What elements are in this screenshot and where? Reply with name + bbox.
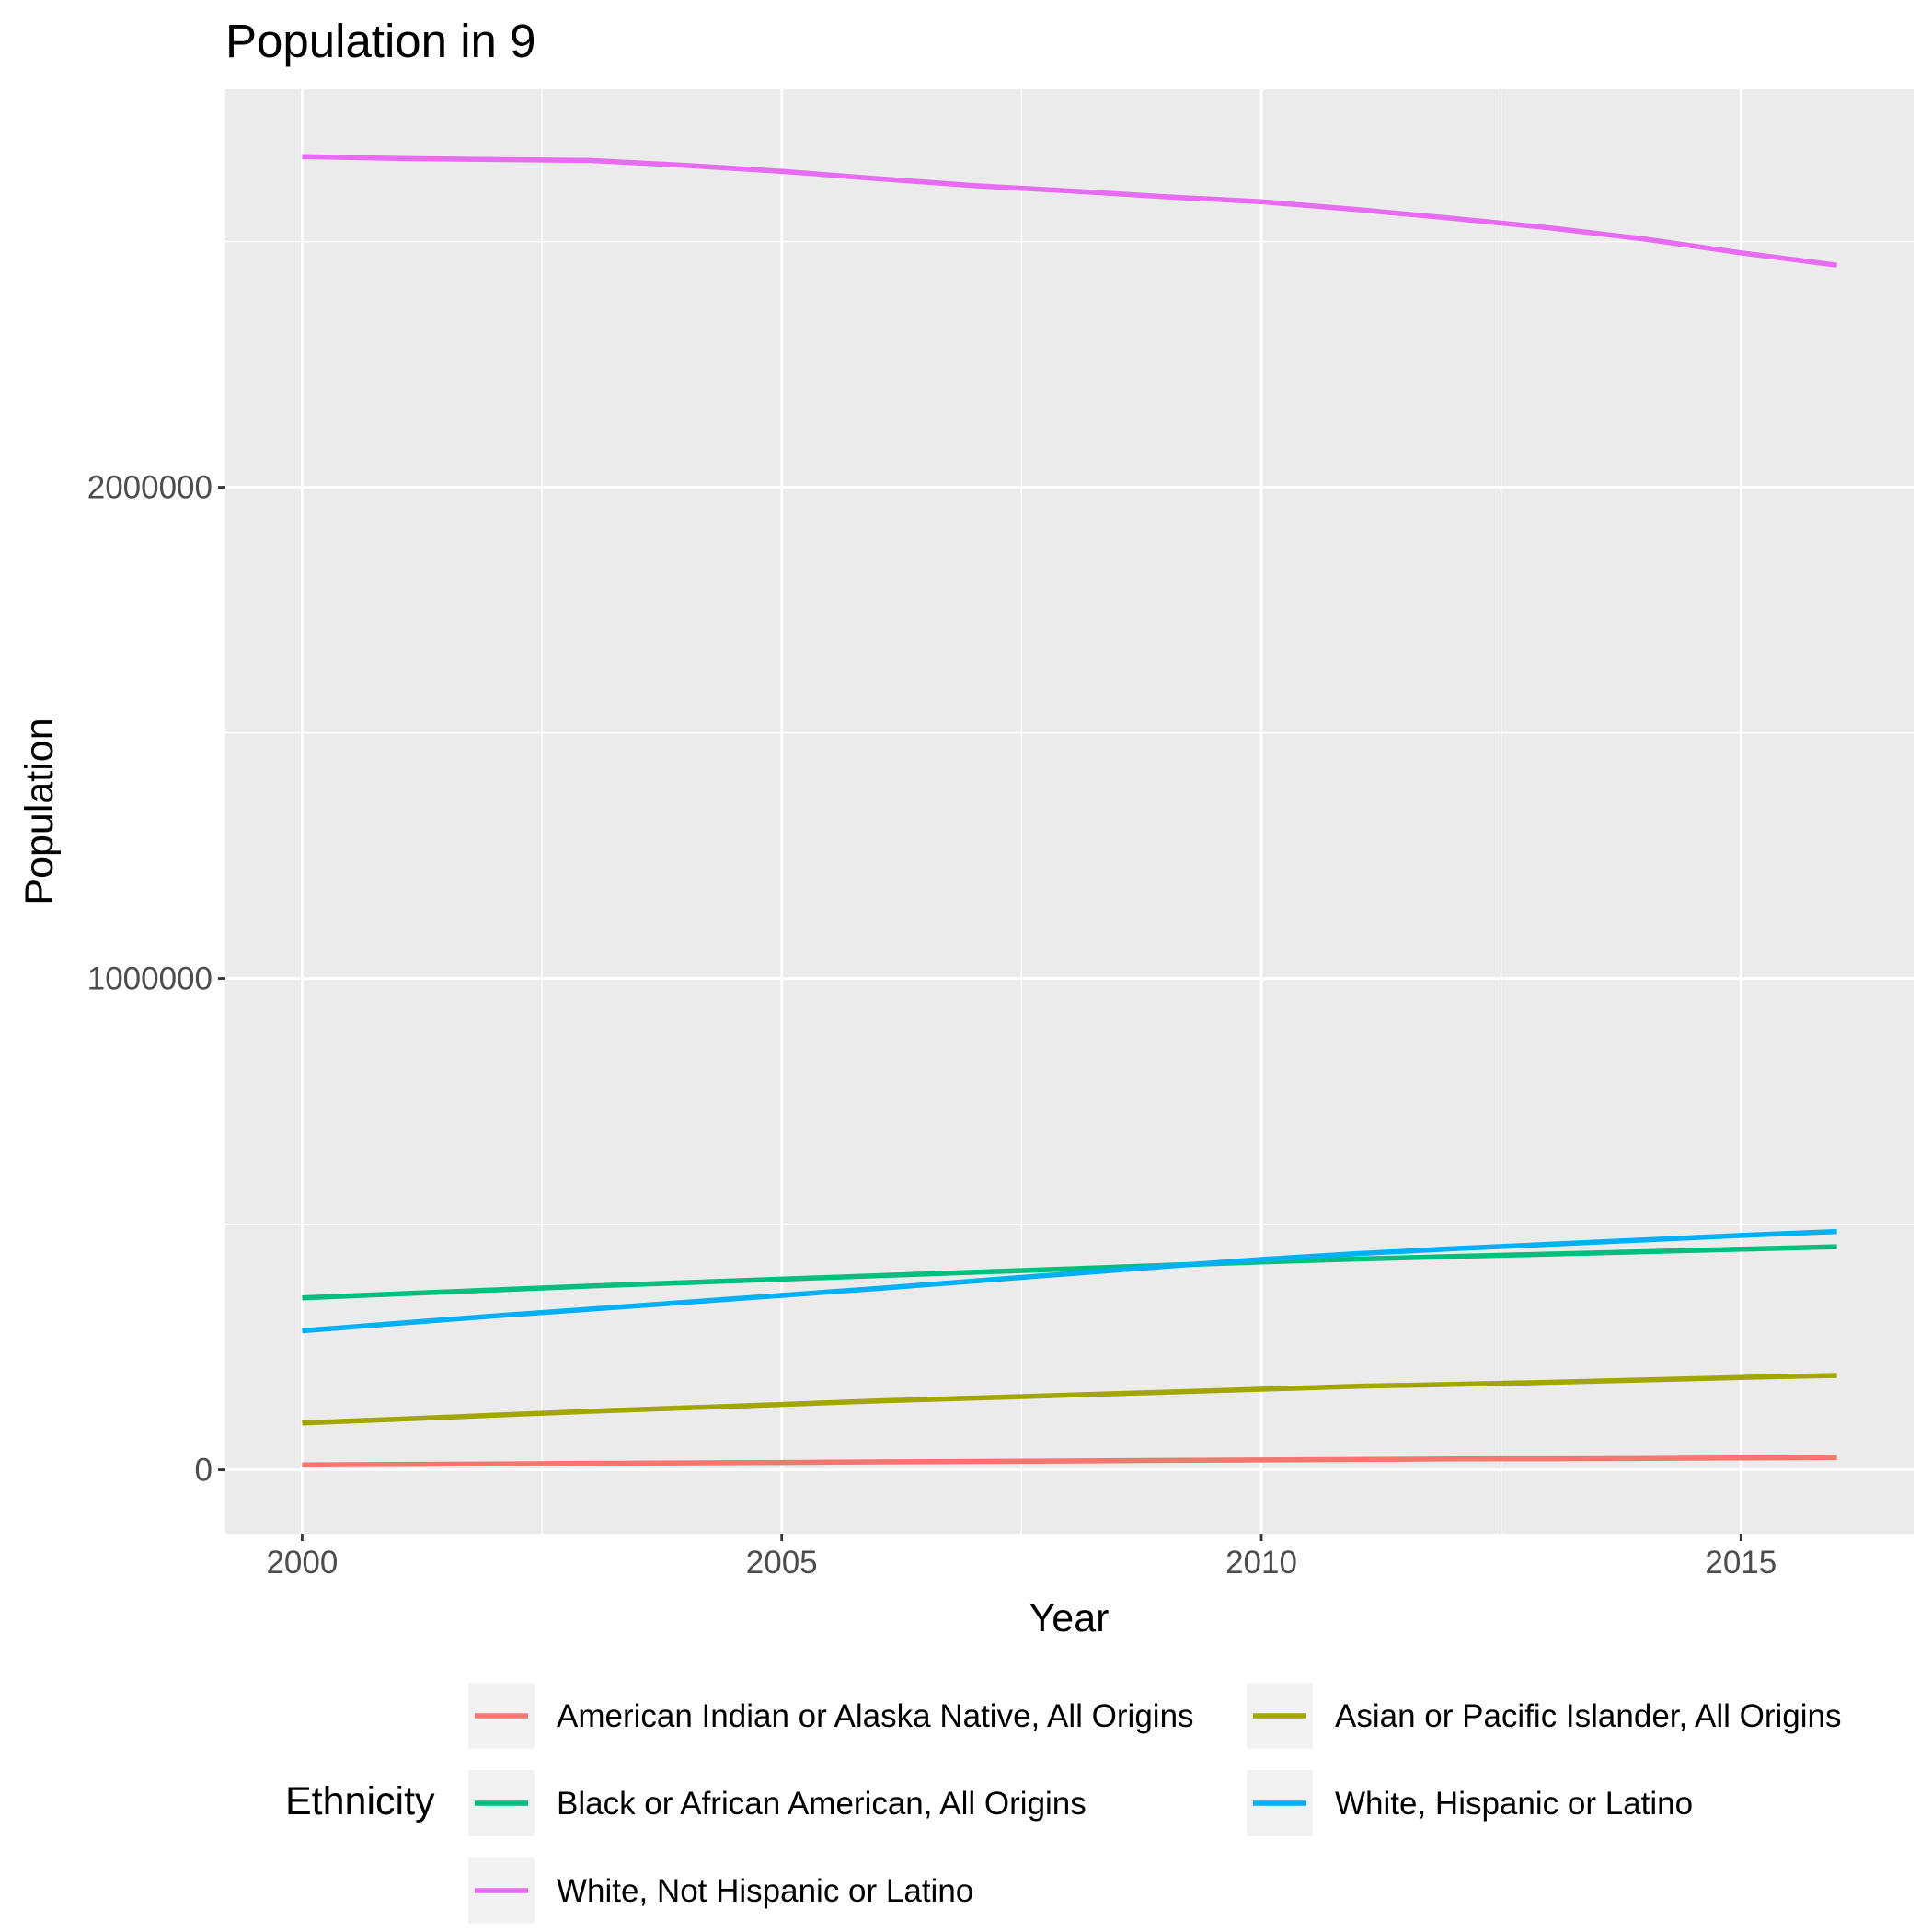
- legend-label: Black or African American, All Origins: [557, 1786, 1087, 1822]
- y-axis: 0 1000000 2000000: [87, 470, 225, 1489]
- y-tick-label: 2000000: [87, 470, 213, 506]
- legend: Ethnicity American Indian or Alaska Nati…: [285, 1683, 1842, 1924]
- x-tick-label: 2015: [1705, 1545, 1777, 1581]
- major-gridlines: [225, 89, 1914, 1534]
- x-tick-label: 2010: [1225, 1545, 1297, 1581]
- series-line: [302, 1228, 1837, 1334]
- y-axis-title: Population: [17, 718, 62, 904]
- minor-gridlines: [225, 89, 1914, 1534]
- series-line: [302, 1373, 1837, 1426]
- x-axis-title: Year: [1029, 1596, 1110, 1640]
- x-axis: 2000 2005 2010 2015: [266, 1534, 1777, 1581]
- y-tick-label: 0: [195, 1453, 213, 1489]
- x-tick-label: 2000: [266, 1545, 338, 1581]
- y-tick-label: 1000000: [87, 961, 213, 997]
- plot-panel: [225, 89, 1914, 1534]
- legend-label: White, Hispanic or Latino: [1335, 1786, 1693, 1822]
- series-line: [302, 1455, 1837, 1467]
- chart-title: Population in 9: [225, 15, 535, 67]
- series-lines: [302, 154, 1837, 1467]
- legend-label: White, Not Hispanic or Latino: [557, 1873, 973, 1909]
- legend-title: Ethnicity: [285, 1779, 435, 1823]
- series-line: [302, 154, 1837, 268]
- series-line: [302, 1244, 1837, 1301]
- x-tick-label: 2005: [746, 1545, 818, 1581]
- legend-label: American Indian or Alaska Native, All Or…: [557, 1698, 1194, 1734]
- legend-label: Asian or Pacific Islander, All Origins: [1335, 1698, 1842, 1734]
